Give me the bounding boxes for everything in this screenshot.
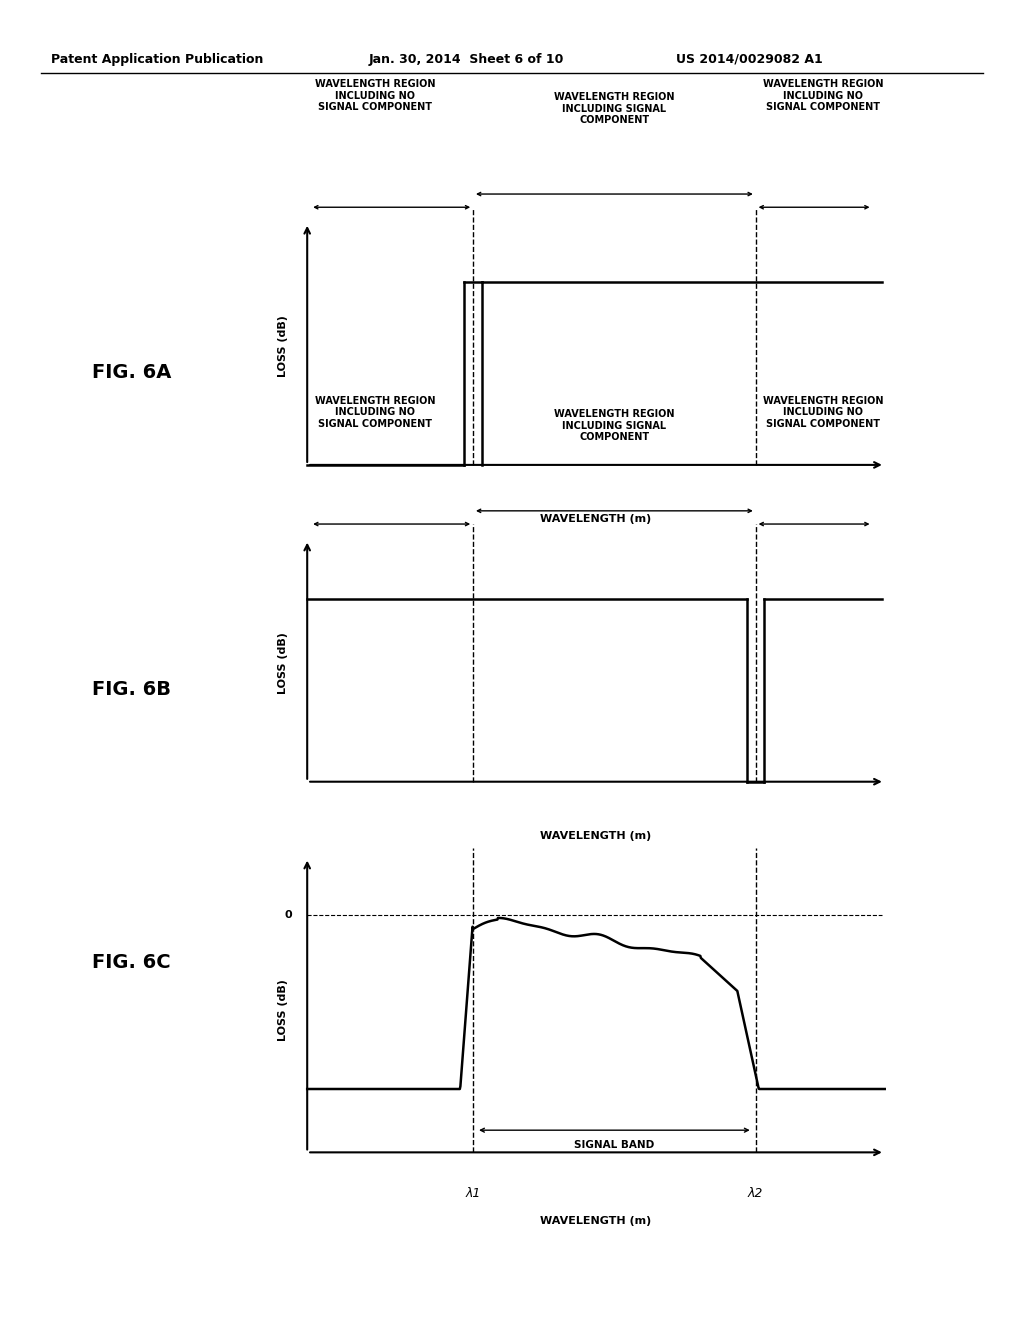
Text: WAVELENGTH REGION
INCLUDING NO
SIGNAL COMPONENT: WAVELENGTH REGION INCLUDING NO SIGNAL CO… (314, 79, 435, 112)
Text: 0: 0 (285, 909, 293, 920)
Text: WAVELENGTH REGION
INCLUDING NO
SIGNAL COMPONENT: WAVELENGTH REGION INCLUDING NO SIGNAL CO… (314, 396, 435, 429)
Text: WAVELENGTH (m): WAVELENGTH (m) (541, 513, 651, 524)
Text: LOSS (dB): LOSS (dB) (278, 632, 288, 694)
Text: WAVELENGTH (m): WAVELENGTH (m) (541, 1216, 651, 1226)
Text: LOSS (dB): LOSS (dB) (278, 979, 288, 1040)
Text: Patent Application Publication: Patent Application Publication (51, 53, 263, 66)
Text: SIGNAL BAND: SIGNAL BAND (574, 1139, 654, 1150)
Text: US 2014/0029082 A1: US 2014/0029082 A1 (676, 53, 822, 66)
Text: LOSS (dB): LOSS (dB) (278, 315, 288, 378)
Text: FIG. 6B: FIG. 6B (92, 680, 171, 698)
Text: WAVELENGTH REGION
INCLUDING SIGNAL
COMPONENT: WAVELENGTH REGION INCLUDING SIGNAL COMPO… (554, 409, 675, 442)
Text: λ1: λ1 (465, 1187, 481, 1200)
Text: WAVELENGTH REGION
INCLUDING NO
SIGNAL COMPONENT: WAVELENGTH REGION INCLUDING NO SIGNAL CO… (763, 396, 884, 429)
Text: λ2: λ2 (748, 1187, 764, 1200)
Text: WAVELENGTH REGION
INCLUDING NO
SIGNAL COMPONENT: WAVELENGTH REGION INCLUDING NO SIGNAL CO… (763, 79, 884, 112)
Text: FIG. 6C: FIG. 6C (92, 953, 171, 972)
Text: FIG. 6A: FIG. 6A (92, 363, 172, 381)
Text: WAVELENGTH REGION
INCLUDING SIGNAL
COMPONENT: WAVELENGTH REGION INCLUDING SIGNAL COMPO… (554, 92, 675, 125)
Text: WAVELENGTH (m): WAVELENGTH (m) (541, 830, 651, 841)
Text: Jan. 30, 2014  Sheet 6 of 10: Jan. 30, 2014 Sheet 6 of 10 (369, 53, 564, 66)
